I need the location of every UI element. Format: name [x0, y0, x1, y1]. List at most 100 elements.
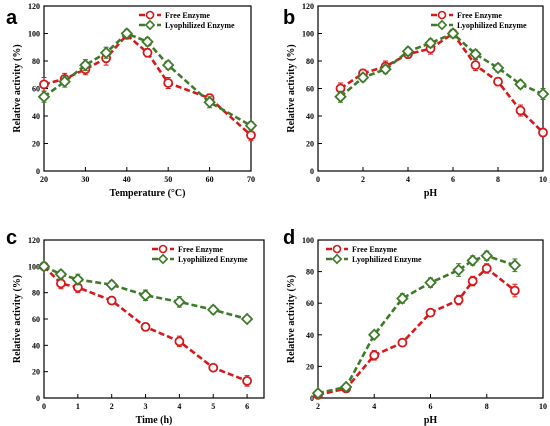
data-point — [311, 386, 325, 400]
x-tick-label: 60 — [206, 175, 214, 184]
legend-marker — [437, 10, 447, 20]
x-axis-label: Temperature (°C) — [110, 188, 186, 199]
data-point — [58, 75, 71, 88]
series-lyo — [37, 27, 258, 132]
y-tick-label: 0 — [36, 167, 40, 176]
data-point — [379, 62, 392, 76]
data-point — [401, 45, 415, 58]
x-tick-label: 10 — [539, 175, 547, 184]
y-tick-label: 120 — [28, 2, 40, 11]
y-tick-label: 120 — [28, 236, 40, 245]
data-point — [106, 295, 117, 306]
data-point — [99, 46, 113, 60]
x-tick-label: 40 — [123, 175, 131, 184]
data-point — [508, 259, 522, 272]
y-tick-label: 20 — [32, 368, 40, 377]
data-point — [54, 267, 68, 281]
legend-label: Free Enzyme — [352, 245, 397, 254]
data-point — [161, 58, 175, 72]
legend-marker — [332, 244, 342, 254]
data-point — [466, 254, 479, 267]
y-tick-label: 100 — [28, 262, 40, 271]
data-point — [208, 362, 219, 373]
data-point — [480, 249, 494, 263]
y-tick-label: 40 — [32, 112, 40, 121]
data-point — [246, 130, 256, 141]
data-point — [242, 375, 252, 386]
data-point — [163, 78, 174, 88]
legend-marker — [157, 253, 169, 265]
data-point — [37, 90, 51, 104]
y-tick-label: 0 — [36, 394, 40, 403]
x-tick-label: 2 — [316, 402, 320, 411]
legend-marker — [145, 10, 155, 20]
y-tick-label: 100 — [302, 30, 314, 39]
x-tick-label: 4 — [406, 175, 410, 184]
x-tick-label: 0 — [42, 402, 46, 411]
y-tick-label: 100 — [302, 236, 314, 245]
series-line — [43, 265, 248, 383]
y-tick-label: 20 — [32, 140, 40, 149]
y-tick-label: 40 — [306, 331, 314, 340]
data-point — [538, 127, 548, 138]
data-point — [424, 36, 437, 50]
data-point — [481, 263, 492, 274]
legend-label: Lyophilized Enzyme — [165, 21, 235, 30]
x-tick-label: 3 — [144, 402, 148, 411]
data-point — [369, 350, 380, 361]
legend-marker — [331, 253, 343, 265]
y-tick-label: 40 — [32, 341, 40, 350]
series-free — [39, 261, 252, 387]
data-point — [240, 312, 254, 326]
data-point — [37, 260, 51, 273]
data-point — [334, 90, 347, 104]
x-axis-label: Time (h) — [136, 415, 173, 426]
data-point — [56, 278, 66, 289]
data-point — [142, 47, 153, 58]
data-point — [79, 58, 92, 72]
data-point — [356, 71, 370, 84]
series-free — [335, 28, 548, 138]
data-point — [536, 87, 550, 101]
x-tick-label: 6 — [429, 402, 433, 411]
legend-label: Lyophilized Enzyme — [352, 255, 422, 264]
series-line — [43, 33, 252, 137]
data-point — [446, 27, 460, 40]
legend-label: Free Enzyme — [165, 11, 210, 20]
data-point — [515, 105, 526, 116]
x-tick-label: 1 — [76, 402, 80, 411]
data-point — [173, 295, 186, 309]
x-tick-label: 0 — [316, 175, 320, 184]
plot-frame — [43, 5, 252, 172]
x-tick-label: 4 — [372, 402, 376, 411]
legend-label: Lyophilized Enzyme — [178, 255, 248, 264]
data-point — [469, 47, 482, 61]
x-tick-label: 50 — [164, 175, 172, 184]
data-point — [203, 95, 216, 109]
y-axis-label: Relative activity (%) — [12, 275, 23, 363]
x-tick-label: 8 — [496, 175, 500, 184]
data-point — [244, 119, 258, 132]
data-point — [424, 276, 437, 289]
x-tick-label: 5 — [211, 402, 215, 411]
panel-label: b — [283, 7, 295, 29]
data-point — [470, 60, 481, 71]
data-point — [71, 273, 85, 286]
data-point — [467, 276, 478, 286]
panel-label: a — [6, 7, 18, 29]
x-tick-label: 2 — [361, 175, 365, 184]
legend-label: Free Enzyme — [178, 245, 223, 254]
y-tick-label: 120 — [302, 2, 314, 11]
data-point — [120, 27, 134, 40]
x-tick-label: 4 — [177, 402, 181, 411]
data-point — [453, 295, 464, 305]
x-tick-label: 2 — [110, 402, 114, 411]
y-axis-label: Relative activity (%) — [286, 275, 297, 363]
y-tick-label: 60 — [306, 85, 314, 94]
data-point — [105, 278, 118, 292]
